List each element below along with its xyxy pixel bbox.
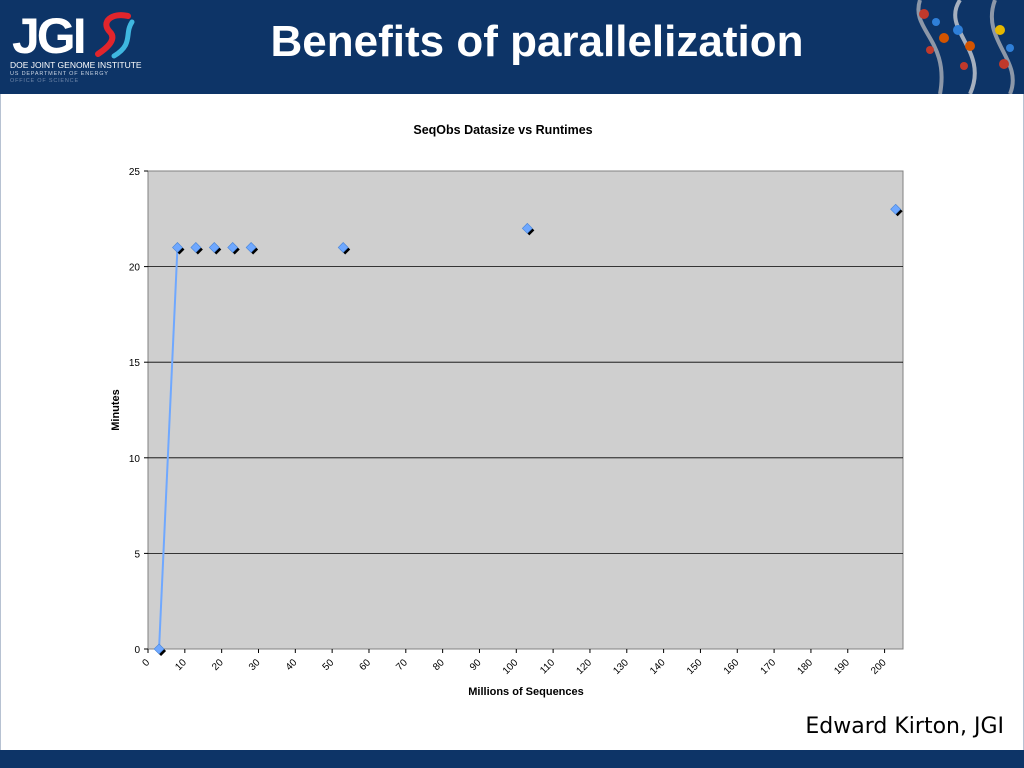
bottom-bar (0, 750, 1024, 768)
data-point (890, 203, 903, 217)
x-tick-label: 160 (722, 657, 742, 677)
author-credit: Edward Kirton, JGI (805, 714, 1004, 739)
x-tick-label: 100 (501, 657, 521, 677)
logo-swoosh-icon (95, 12, 135, 59)
slide-title: Benefits of parallelization (270, 17, 804, 66)
slide-header: JGI DOE JOINT GENOME INSTITUTE US DEPART… (0, 0, 1024, 94)
series-line-segment (158, 247, 179, 650)
jgi-logo: JGI DOE JOINT GENOME INSTITUTE US DEPART… (10, 8, 160, 88)
x-tick-label: 120 (574, 657, 594, 677)
data-points (153, 203, 903, 656)
data-point-marker (227, 242, 239, 253)
x-tick-label: 110 (538, 657, 557, 676)
x-tick-label: 180 (795, 657, 815, 677)
x-tick-label: 10 (173, 657, 189, 673)
x-tick-label: 60 (357, 657, 373, 673)
gridlines (148, 266, 903, 554)
y-axis-ticks: 0 5 10 15 20 25 (129, 167, 148, 656)
logo-office: OFFICE OF SCIENCE (10, 78, 79, 84)
data-point-marker (172, 242, 183, 253)
x-tick-label: 0 (140, 657, 152, 669)
data-point (190, 242, 203, 255)
y-axis-label: Minutes (110, 389, 122, 431)
x-tick-label: 190 (832, 657, 852, 677)
data-point (208, 242, 222, 255)
logo-department: US DEPARTMENT OF ENERGY (10, 71, 109, 77)
y-tick-label: 0 (134, 645, 140, 656)
data-point (153, 643, 167, 656)
x-axis-ticks: 0 10 20 30 40 50 60 70 80 90 100 110 120 130 140 150 160… (140, 649, 889, 677)
data-point-marker (208, 242, 220, 253)
x-tick-label: 30 (247, 657, 263, 673)
series-line (158, 247, 179, 650)
x-tick-label: 80 (431, 657, 447, 673)
y-tick-label: 20 (129, 263, 141, 274)
data-point (227, 242, 240, 255)
data-point (172, 242, 185, 255)
x-tick-label: 70 (394, 657, 410, 673)
plot-area (147, 170, 904, 650)
x-axis-label: Millions of Sequences (468, 686, 584, 698)
x-tick-label: 170 (759, 657, 779, 677)
data-point (521, 222, 535, 236)
y-tick-label: 10 (129, 454, 141, 465)
x-tick-label: 130 (611, 657, 631, 677)
logo-institute-name: DOE JOINT GENOME INSTITUTE (10, 60, 142, 70)
data-point-marker (153, 643, 165, 655)
data-point (337, 242, 351, 255)
dna-helix-icon (916, 0, 1015, 94)
data-point-marker (245, 242, 257, 253)
data-point-marker (337, 242, 349, 253)
x-tick-label: 150 (685, 657, 705, 677)
y-tick-label: 25 (129, 167, 141, 178)
chart-title: SeqObs Datasize vs Runtimes (413, 123, 592, 137)
y-tick-label: 5 (134, 549, 140, 560)
x-tick-label: 20 (210, 657, 226, 673)
data-point-marker (890, 203, 902, 215)
x-tick-label: 140 (648, 657, 668, 677)
logo-wordmark: JGI (12, 8, 87, 64)
data-point-marker (190, 242, 202, 253)
y-tick-label: 15 (129, 358, 141, 369)
x-tick-label: 200 (869, 657, 889, 677)
x-tick-label: 90 (468, 657, 484, 673)
scatter-chart: SeqObs Datasize vs Runtimes 0 5 10 15 20 25 0… (110, 123, 904, 698)
x-tick-label: 50 (321, 657, 337, 673)
data-point (245, 242, 259, 255)
x-tick-label: 40 (284, 657, 300, 673)
data-point-marker (521, 222, 533, 234)
